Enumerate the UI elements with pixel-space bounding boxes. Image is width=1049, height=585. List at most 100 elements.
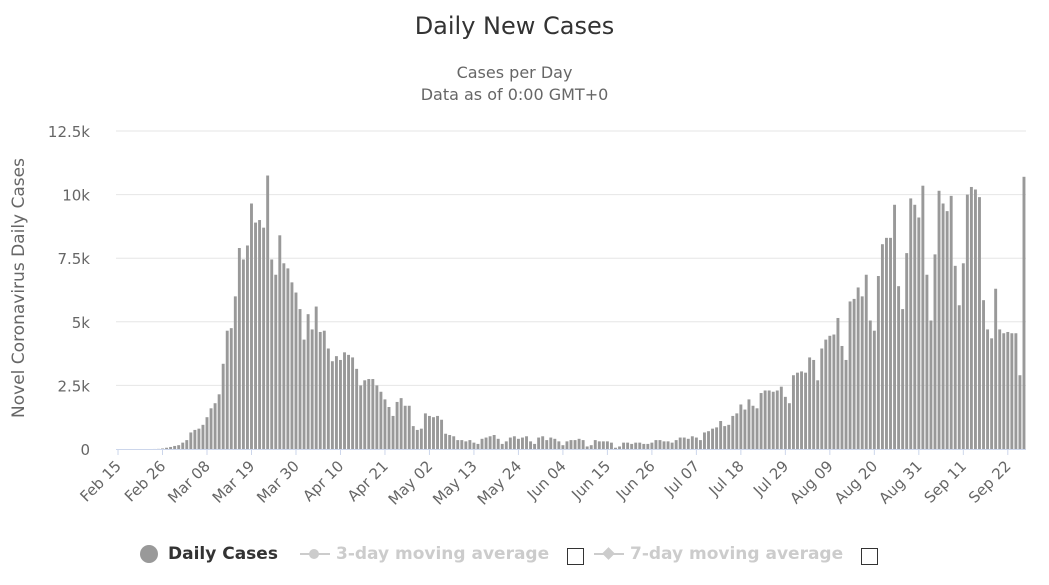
data-bar [597,441,601,449]
data-bar [419,428,423,449]
x-tick-label: Mar 30 [253,457,303,507]
data-bar [403,405,407,449]
data-bar [585,446,589,449]
data-bar [367,379,371,449]
data-bar [686,438,690,449]
x-tick-label: Apr 10 [299,457,347,505]
data-bar [189,432,193,449]
data-bar [387,407,391,449]
data-bar [557,441,561,449]
data-bar [262,227,266,449]
line-circle-marker-icon [300,547,330,561]
x-tick-label: Jul 18 [705,457,748,500]
data-bar [537,437,541,449]
data-bar [504,441,508,449]
data-bar [330,361,334,449]
data-bar [856,287,860,449]
x-tick-label: Jul 07 [660,457,703,500]
data-bar [512,436,516,449]
data-bar [957,305,961,449]
data-bar [605,441,609,449]
data-bar [508,437,512,449]
x-tick-label: Sep 22 [965,457,1015,507]
data-bar [609,442,613,449]
data-bar [334,356,338,449]
data-bar [221,363,225,449]
data-bar [913,204,917,449]
data-bar [169,446,173,449]
data-bar [472,442,476,449]
x-tick-label: Aug 31 [875,457,925,507]
data-bar [901,309,905,449]
data-bar [614,447,617,449]
data-bar [1014,333,1018,449]
data-bar [476,443,480,449]
y-tick-label: 5k [72,314,91,332]
data-bar [448,435,452,449]
data-bar [715,427,719,449]
data-bar [343,352,346,449]
data-bar [719,421,723,449]
data-bar [642,443,646,449]
data-bar [282,263,286,449]
data-bar [824,339,828,449]
data-bar [921,185,925,449]
data-bar [573,440,577,449]
data-bar [395,401,399,449]
line-diamond-marker-icon [594,547,624,561]
data-bar [407,405,411,449]
data-bar [832,334,836,449]
data-bar [314,306,318,449]
chart-title: Daily New Cases [414,12,615,40]
7-day-average-checkbox[interactable] [861,548,878,565]
data-bar [990,338,994,449]
legend-item-daily-cases[interactable]: Daily Cases [140,544,278,564]
data-bar [436,415,439,449]
data-bar [359,385,363,449]
data-bar [310,329,314,449]
legend-label-7-day-average: 7-day moving average [630,544,844,564]
data-bar [201,424,205,449]
data-bar [949,195,953,449]
data-bar [181,442,185,449]
data-bar [233,296,237,449]
data-bar [953,265,957,449]
data-bar [601,441,605,449]
data-bar [492,435,496,449]
data-bar [432,417,435,449]
data-bar [743,409,747,449]
legend-item-3-day-average[interactable]: 3-day moving average [300,544,549,564]
data-bar [525,436,528,449]
data-bar [347,354,351,449]
data-bar [339,359,342,449]
data-bar [529,441,533,449]
data-bar [739,404,743,449]
data-bar [791,375,795,449]
data-bar [618,446,621,449]
data-bar [577,438,581,449]
legend-item-7-day-average[interactable]: 7-day moving average [594,544,843,564]
data-bar [800,371,803,449]
data-bar [905,253,909,449]
data-bar [593,440,597,449]
data-bar [589,445,593,449]
data-bar [173,445,177,449]
data-bar [488,436,492,449]
data-bar [217,394,221,449]
3-day-average-checkbox[interactable] [567,548,584,565]
data-bar [937,190,941,449]
data-bar [703,432,706,449]
data-bar [945,211,949,449]
data-bar [318,331,322,449]
x-tick-label: Sep 11 [921,457,971,507]
data-bar [844,359,848,449]
data-bar [225,330,229,449]
data-bar [581,440,585,449]
data-bar [569,440,573,449]
data-bar [286,268,290,449]
data-bar [521,437,524,449]
data-bar [767,390,771,449]
data-bar [872,330,876,449]
data-bar [294,292,298,449]
data-bar [816,380,820,449]
